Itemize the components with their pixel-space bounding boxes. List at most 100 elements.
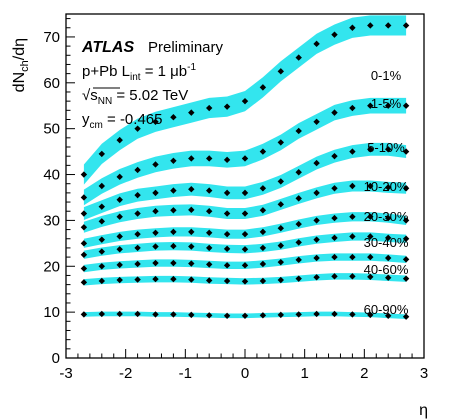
data-point bbox=[98, 263, 105, 270]
x-tick-label: 0 bbox=[241, 365, 249, 382]
data-point bbox=[349, 148, 356, 155]
data-point bbox=[98, 248, 105, 255]
data-point bbox=[206, 261, 213, 268]
data-point bbox=[385, 184, 392, 191]
data-point bbox=[170, 275, 177, 283]
data-point bbox=[259, 84, 267, 91]
data-point bbox=[206, 155, 213, 162]
data-point bbox=[259, 207, 267, 214]
data-point bbox=[116, 213, 123, 220]
data-point bbox=[295, 256, 302, 264]
data-point bbox=[402, 148, 410, 155]
data-point bbox=[367, 182, 374, 190]
data-point bbox=[134, 244, 141, 252]
preliminary-label: Preliminary bbox=[148, 39, 224, 56]
data-point bbox=[116, 196, 123, 203]
data-point bbox=[170, 259, 177, 267]
x-tick-label: 2 bbox=[360, 365, 368, 382]
data-point bbox=[188, 206, 195, 214]
data-point bbox=[134, 210, 141, 217]
data-point bbox=[367, 233, 374, 240]
data-point bbox=[152, 118, 159, 125]
data-point bbox=[295, 311, 302, 318]
data-point bbox=[152, 229, 159, 236]
data-point bbox=[98, 310, 105, 318]
data-point bbox=[223, 277, 231, 285]
data-point bbox=[295, 220, 302, 228]
data-point bbox=[134, 125, 141, 132]
axis-ticks bbox=[65, 18, 425, 359]
data-point bbox=[277, 311, 284, 319]
data-point bbox=[134, 310, 141, 318]
data-point bbox=[80, 194, 88, 201]
data-point bbox=[98, 277, 105, 285]
data-point bbox=[367, 273, 374, 281]
data-point bbox=[295, 54, 302, 61]
data-point bbox=[259, 228, 267, 236]
data-point bbox=[295, 239, 302, 246]
data-point bbox=[134, 276, 141, 283]
data-point bbox=[259, 277, 267, 285]
data-point bbox=[80, 251, 88, 258]
x-tick-label: -3 bbox=[59, 365, 72, 382]
data-point bbox=[98, 203, 105, 210]
uncertainty-band-5 bbox=[83, 232, 407, 259]
data-point bbox=[152, 243, 159, 250]
data-point bbox=[116, 276, 123, 284]
data-point bbox=[331, 234, 338, 242]
x-tick-label: -2 bbox=[119, 365, 132, 382]
data-point bbox=[223, 230, 231, 238]
data-point bbox=[402, 22, 410, 29]
data-point bbox=[349, 213, 356, 220]
data-point bbox=[206, 104, 213, 112]
y-axis-title: dNch/dη bbox=[11, 38, 31, 92]
data-point bbox=[241, 189, 249, 197]
data-point bbox=[170, 311, 177, 318]
data-point bbox=[223, 189, 231, 197]
data-point bbox=[80, 279, 88, 286]
data-point bbox=[152, 208, 159, 215]
data-point bbox=[223, 156, 231, 164]
uncertainty-band-2 bbox=[83, 142, 407, 220]
data-point bbox=[170, 242, 177, 250]
data-point bbox=[402, 275, 410, 282]
data-point bbox=[313, 310, 320, 318]
data-point bbox=[385, 312, 392, 320]
data-point bbox=[259, 312, 267, 319]
data-point bbox=[98, 236, 105, 243]
data-markers bbox=[80, 22, 410, 320]
x-axis-title: η bbox=[419, 402, 428, 419]
data-point bbox=[331, 273, 338, 280]
data-point bbox=[134, 191, 141, 199]
data-point bbox=[116, 246, 123, 253]
data-point bbox=[206, 187, 213, 194]
data-point bbox=[367, 22, 374, 29]
uncertainty-bands bbox=[83, 15, 407, 320]
centrality-label: 60-90% bbox=[364, 302, 409, 317]
data-point bbox=[206, 208, 213, 215]
data-point bbox=[188, 243, 195, 250]
data-point bbox=[259, 244, 267, 252]
data-point bbox=[331, 31, 338, 38]
data-point bbox=[313, 274, 320, 281]
data-point bbox=[313, 254, 320, 262]
data-point bbox=[367, 213, 374, 220]
data-point bbox=[313, 217, 320, 224]
data-point bbox=[402, 235, 410, 242]
data-point bbox=[152, 275, 159, 283]
x-tick-label: 3 bbox=[420, 365, 428, 382]
data-point bbox=[152, 259, 159, 267]
data-point bbox=[188, 228, 195, 236]
data-point bbox=[349, 182, 356, 190]
uncertainty-band-3 bbox=[83, 180, 407, 233]
data-point bbox=[385, 254, 392, 262]
data-point bbox=[80, 265, 88, 272]
data-point bbox=[98, 150, 105, 158]
data-point bbox=[349, 24, 356, 31]
data-point bbox=[241, 246, 249, 253]
data-point bbox=[223, 262, 231, 269]
data-point bbox=[349, 253, 356, 261]
data-point bbox=[116, 233, 123, 240]
